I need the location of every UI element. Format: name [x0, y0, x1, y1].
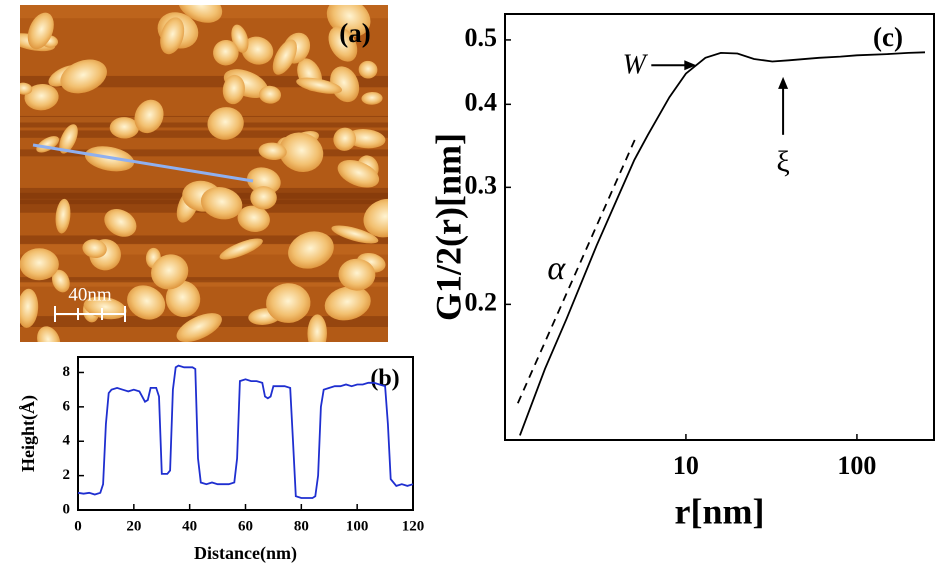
island [20, 82, 33, 95]
island [272, 39, 297, 75]
x-tick-label: 60 [238, 518, 253, 534]
arrow-head [778, 76, 789, 89]
y-tick-label: 4 [63, 433, 71, 449]
island [363, 198, 388, 238]
island [338, 258, 376, 291]
x-axis-label: r[nm] [675, 491, 765, 531]
y-tick-label: 0.5 [465, 23, 498, 52]
island [55, 198, 71, 234]
island [151, 254, 189, 290]
texture-streak [20, 235, 388, 245]
x-tick-label: 0 [74, 518, 82, 534]
afm-image [20, 5, 388, 342]
island [279, 132, 324, 172]
island [127, 285, 166, 320]
island [134, 99, 164, 134]
plot-frame [504, 13, 935, 441]
reference-label: α [547, 250, 566, 287]
data-line [77, 364, 414, 499]
x-tick-label: 20 [126, 518, 141, 534]
x-tick-label: 120 [402, 518, 425, 534]
x-axis-label: Distance(nm) [194, 543, 297, 564]
island [241, 36, 274, 65]
island [361, 91, 383, 105]
texture-streak [20, 130, 388, 138]
island [324, 286, 371, 321]
texture-streak [20, 277, 388, 283]
island [337, 160, 380, 188]
island [176, 313, 222, 342]
annotation: ξ [776, 146, 789, 179]
island [266, 283, 311, 323]
y-axis-label: G1/2(r)[nm] [428, 133, 468, 321]
x-tick-label: 10 [673, 451, 699, 480]
island [358, 60, 378, 79]
texture-streak [20, 75, 388, 88]
y-axis-label: Height(Å) [18, 395, 39, 472]
island [20, 288, 39, 328]
arrow-head [684, 60, 697, 71]
y-tick-label: 0.4 [465, 87, 498, 116]
texture-streak [20, 280, 388, 287]
island [51, 269, 70, 293]
scale-bar-label: 40nm [68, 284, 112, 305]
y-tick-label: 0.3 [465, 170, 498, 199]
x-tick-label: 80 [294, 518, 309, 534]
island [109, 117, 139, 139]
panel-label: (c) [873, 22, 903, 52]
island [37, 326, 61, 342]
island [165, 280, 201, 318]
y-tick-label: 2 [63, 467, 71, 483]
profile-line [32, 143, 254, 183]
x-tick-label: 40 [182, 518, 197, 534]
island [288, 231, 334, 269]
y-tick-label: 8 [63, 364, 71, 380]
island [296, 77, 342, 94]
reference-line [517, 139, 636, 404]
x-tick-label: 100 [837, 451, 876, 480]
island [331, 225, 379, 244]
island [60, 59, 107, 94]
island [213, 39, 239, 66]
island [59, 124, 78, 154]
data-line [519, 51, 926, 436]
island [307, 314, 327, 342]
island [246, 167, 281, 195]
island [328, 26, 358, 62]
y-tick-label: 0.2 [465, 287, 498, 316]
island [258, 142, 287, 160]
island [36, 136, 60, 153]
island [259, 85, 282, 104]
island [250, 186, 277, 210]
panel-label: (a) [339, 18, 370, 48]
texture-streak [20, 149, 388, 157]
island [20, 248, 59, 281]
island [82, 239, 107, 259]
island [104, 208, 137, 237]
island [177, 5, 223, 23]
x-tick-label: 100 [346, 518, 369, 534]
scale-bar [54, 306, 126, 322]
island [219, 238, 263, 260]
texture-streak [20, 243, 388, 255]
texture-streak [20, 116, 388, 123]
y-tick-label: 6 [63, 398, 71, 414]
y-tick-label: 0 [63, 501, 71, 517]
island [160, 17, 185, 55]
island [346, 129, 386, 149]
annotation: W [623, 50, 649, 81]
island [237, 205, 270, 232]
island [207, 107, 244, 140]
island [222, 74, 245, 105]
island [27, 12, 54, 50]
island [200, 187, 243, 220]
island [24, 84, 59, 111]
island [333, 127, 356, 151]
